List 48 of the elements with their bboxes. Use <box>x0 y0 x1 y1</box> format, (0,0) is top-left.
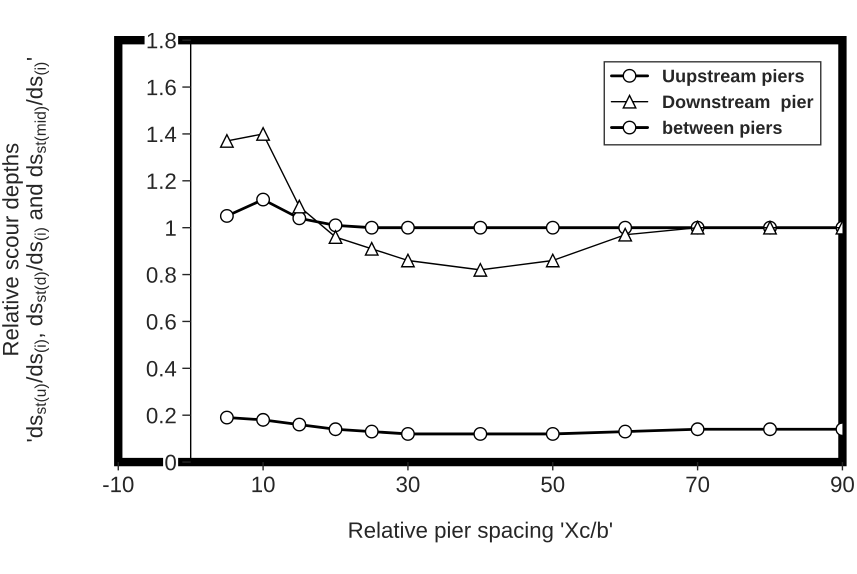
point <box>400 220 415 235</box>
y-tick-label: 1.4 <box>148 126 176 142</box>
point <box>473 427 488 441</box>
x-tick-label: 30 <box>396 476 420 492</box>
point <box>546 427 560 441</box>
point <box>220 209 234 223</box>
y-tick-label: 0.6 <box>146 314 176 330</box>
point <box>328 218 342 232</box>
x-tick-label: 10 <box>252 476 275 492</box>
y-tick-label: 0 <box>165 454 176 470</box>
legend-label: Downstream pier <box>663 94 814 112</box>
point <box>473 220 488 235</box>
point <box>763 422 777 436</box>
x-axis-title: Relative pier spacing 'Xc/b' <box>349 522 612 542</box>
point <box>256 126 270 141</box>
y-tick-label: 0.2 <box>146 408 176 424</box>
point <box>256 412 270 427</box>
point <box>618 228 632 242</box>
y-tick-label: 1.8 <box>148 32 176 48</box>
x-tick-label: 70 <box>686 476 710 492</box>
legend-label: Uupstream piers <box>663 69 804 86</box>
x-tick-label: 50 <box>541 476 564 492</box>
legend-label: between piers <box>663 120 782 138</box>
y-tick-label: 1 <box>166 220 176 236</box>
point <box>400 254 415 268</box>
point <box>473 262 488 277</box>
y-tick-label: 1.6 <box>148 80 176 96</box>
point <box>256 192 270 207</box>
point <box>364 424 379 439</box>
x-tick-label: -10 <box>103 476 134 492</box>
point <box>220 410 234 424</box>
point <box>546 254 560 268</box>
x-tick-label: 90 <box>831 476 854 492</box>
text: Relative scour depths 'ds$_{st(u)}$/ds$_{(i)}$, ds$_{st(d)}$/ds$_{(i)}$ and ds$_{st(mid)}$/ds$_{(i)}$' <box>2 58 49 442</box>
point <box>618 424 632 439</box>
point <box>690 422 705 436</box>
point <box>328 422 342 436</box>
y-tick-label: 0.8 <box>146 267 176 283</box>
point <box>546 220 560 235</box>
point <box>292 418 306 432</box>
point <box>364 220 379 235</box>
point <box>400 427 415 441</box>
point <box>292 200 306 214</box>
point <box>364 242 379 256</box>
y-tick-label: 0.4 <box>146 360 176 377</box>
y-tick-label: 1.2 <box>148 173 176 189</box>
point <box>328 230 342 244</box>
point <box>220 134 234 148</box>
